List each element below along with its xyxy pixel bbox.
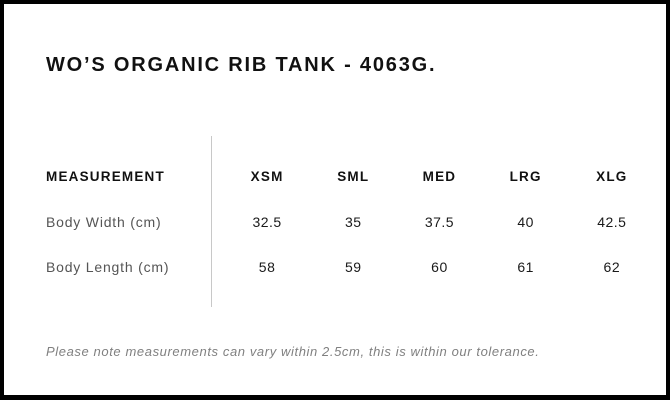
body-width-xsm-value: 32.5 <box>252 213 282 230</box>
table-header-row: MEASUREMENT XSM SML MED LRG XLG <box>46 154 655 199</box>
column-header-measurement: MEASUREMENT <box>46 169 165 184</box>
column-header-sml: SML <box>337 169 370 184</box>
column-header-med: MED <box>422 169 457 184</box>
body-width-sml-value: 35 <box>344 213 362 230</box>
row-label-body-length: Body Length (cm) <box>46 258 170 275</box>
tolerance-note: Please note measurements can vary within… <box>46 344 540 359</box>
body-length-sml-value: 59 <box>344 258 362 275</box>
body-length-xsm-value: 58 <box>258 258 276 275</box>
page-title: WO’S ORGANIC RIB TANK - 4063G. <box>46 54 437 76</box>
table-column-divider <box>211 136 212 307</box>
body-length-lrg-value: 61 <box>517 258 534 275</box>
table-row-body-length: Body Length (cm) 58 59 60 61 62 <box>46 244 655 289</box>
row-label-body-width: Body Width (cm) <box>46 213 162 230</box>
body-length-med-value: 60 <box>431 258 448 275</box>
body-length-xlg-value: 62 <box>603 258 621 275</box>
column-header-xsm: XSM <box>250 169 284 184</box>
body-width-med-value: 37.5 <box>424 213 455 230</box>
column-header-xlg: XLG <box>596 169 628 184</box>
body-width-lrg-value: 40 <box>517 213 534 230</box>
table-row-body-width: Body Width (cm) 32.5 35 37.5 40 42.5 <box>46 199 655 244</box>
size-chart-table: MEASUREMENT XSM SML MED LRG XLG Body Wid… <box>46 154 655 289</box>
column-header-lrg: LRG <box>509 169 542 184</box>
body-width-xlg-value: 42.5 <box>597 213 627 230</box>
